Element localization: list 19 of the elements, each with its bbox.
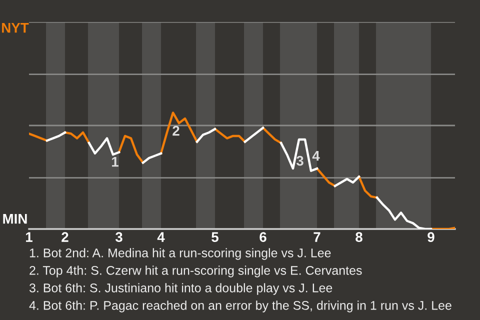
annotation: 2: [172, 126, 180, 136]
text: 4. Bot 6th: P. Pagac reached on an error by the SS, driving in 1 run vs J. Lee: [29, 300, 452, 312]
annotation: 1: [112, 157, 118, 167]
x-tick-label: 9: [428, 232, 434, 242]
text: 1. Bot 2nd: A. Medina hit a run-scoring single vs J. Lee: [30, 248, 331, 260]
x-tick-label: 5: [212, 232, 218, 242]
x-tick-label: 7: [314, 232, 320, 242]
text: MIN: [3, 214, 27, 224]
x-tick-label: 1: [26, 232, 32, 242]
text: 3. Bot 6th: S. Justiniano hit into a double play vs J. Lee: [29, 283, 332, 295]
annotation: 4: [312, 151, 320, 161]
x-tick-label: 8: [356, 232, 362, 242]
text: 2. Top 4th: S. Czerw hit a run-scoring single vs E. Cervantes: [30, 266, 362, 278]
text: NYT: [2, 23, 29, 33]
annotation: 3: [296, 156, 304, 166]
x-tick-label: 6: [260, 232, 266, 242]
x-tick-label: 3: [115, 232, 122, 242]
x-tick-label: 4: [157, 232, 165, 242]
x-tick-label: 2: [62, 232, 68, 242]
